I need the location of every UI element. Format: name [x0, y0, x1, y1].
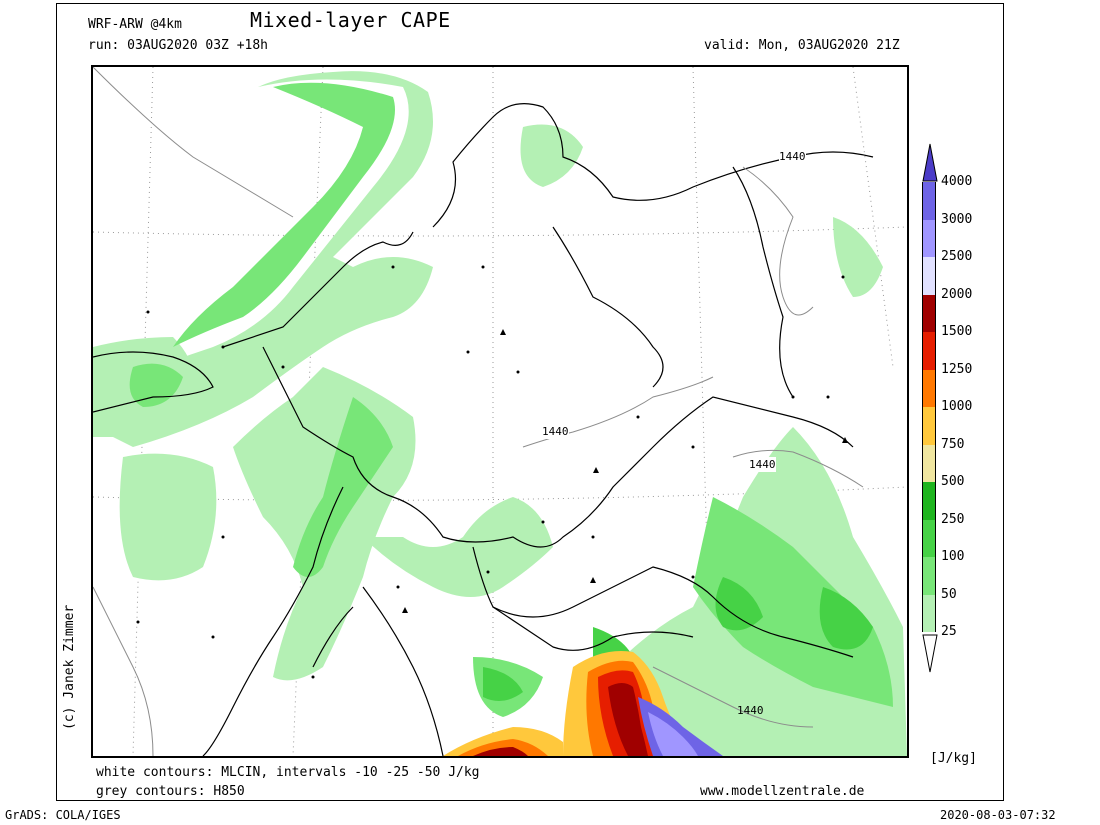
- legend-top-arrow: [922, 143, 938, 182]
- timestamp-label: 2020-08-03-07:32: [940, 808, 1056, 822]
- contour-label-1440: 1440: [542, 424, 569, 439]
- cape-high-core: [443, 651, 723, 756]
- white-contours-note: white contours: MLCIN, intervals -10 -25…: [96, 765, 480, 780]
- peak-markers: [402, 329, 848, 613]
- credit-label: (c) Janek Zimmer: [62, 604, 77, 730]
- legend-level-label: 25: [941, 624, 957, 639]
- legend-swatch: [922, 444, 936, 482]
- legend-level-label: 500: [941, 474, 965, 489]
- contour-label-1440: 1440: [749, 457, 776, 472]
- legend-level-label: 1500: [941, 324, 973, 339]
- chart-title: Mixed-layer CAPE: [250, 8, 451, 32]
- legend-swatch: [922, 557, 936, 595]
- legend-level-label: 50: [941, 586, 957, 602]
- legend-level-label: 2500: [941, 249, 973, 264]
- contour-label-1440: 1440: [737, 704, 764, 717]
- contour-label-1440: 1440: [779, 149, 806, 164]
- legend-level-label: 250: [941, 511, 965, 527]
- valid-label: valid: Mon, 03AUG2020 21Z: [704, 38, 900, 53]
- city-dots: [136, 265, 845, 679]
- legend-swatch: [922, 594, 936, 632]
- legend-level-label: 4000: [941, 174, 973, 189]
- legend-swatch: [922, 407, 936, 445]
- h850-contours: [93, 67, 864, 756]
- run-label: run: 03AUG2020 03Z +18h: [88, 38, 269, 53]
- legend-swatch: [922, 257, 936, 295]
- legend-level-label: 1000: [941, 399, 973, 414]
- legend-level-label: 750: [941, 436, 965, 452]
- legend-swatch: [922, 369, 936, 407]
- grey-contours-note: grey contours: H850: [96, 784, 245, 799]
- coastlines-borders: [93, 103, 874, 756]
- legend-level-label: 1250: [941, 361, 973, 377]
- legend-level-label: 3000: [941, 211, 973, 227]
- legend-swatch: [922, 294, 936, 332]
- model-label: WRF-ARW @4km: [88, 17, 182, 32]
- plot-frame: [56, 3, 1004, 801]
- legend-unit: [J/kg]: [930, 751, 977, 766]
- legend-level-label: 2000: [941, 286, 973, 302]
- legend-swatch: [922, 332, 936, 370]
- legend-swatch: [922, 219, 936, 257]
- website-label: www.modellzentrale.de: [700, 784, 865, 799]
- legend-level-label: 100: [941, 549, 965, 564]
- grads-label: GrADS: COLA/IGES: [5, 808, 121, 822]
- legend-swatch: [922, 182, 936, 220]
- map-canvas: [93, 67, 907, 756]
- legend-swatch: [922, 519, 936, 557]
- legend-bottom-arrow: [922, 634, 938, 673]
- legend-swatch: [922, 482, 936, 520]
- cape-map: 1440 1440 1440 1440: [91, 65, 909, 758]
